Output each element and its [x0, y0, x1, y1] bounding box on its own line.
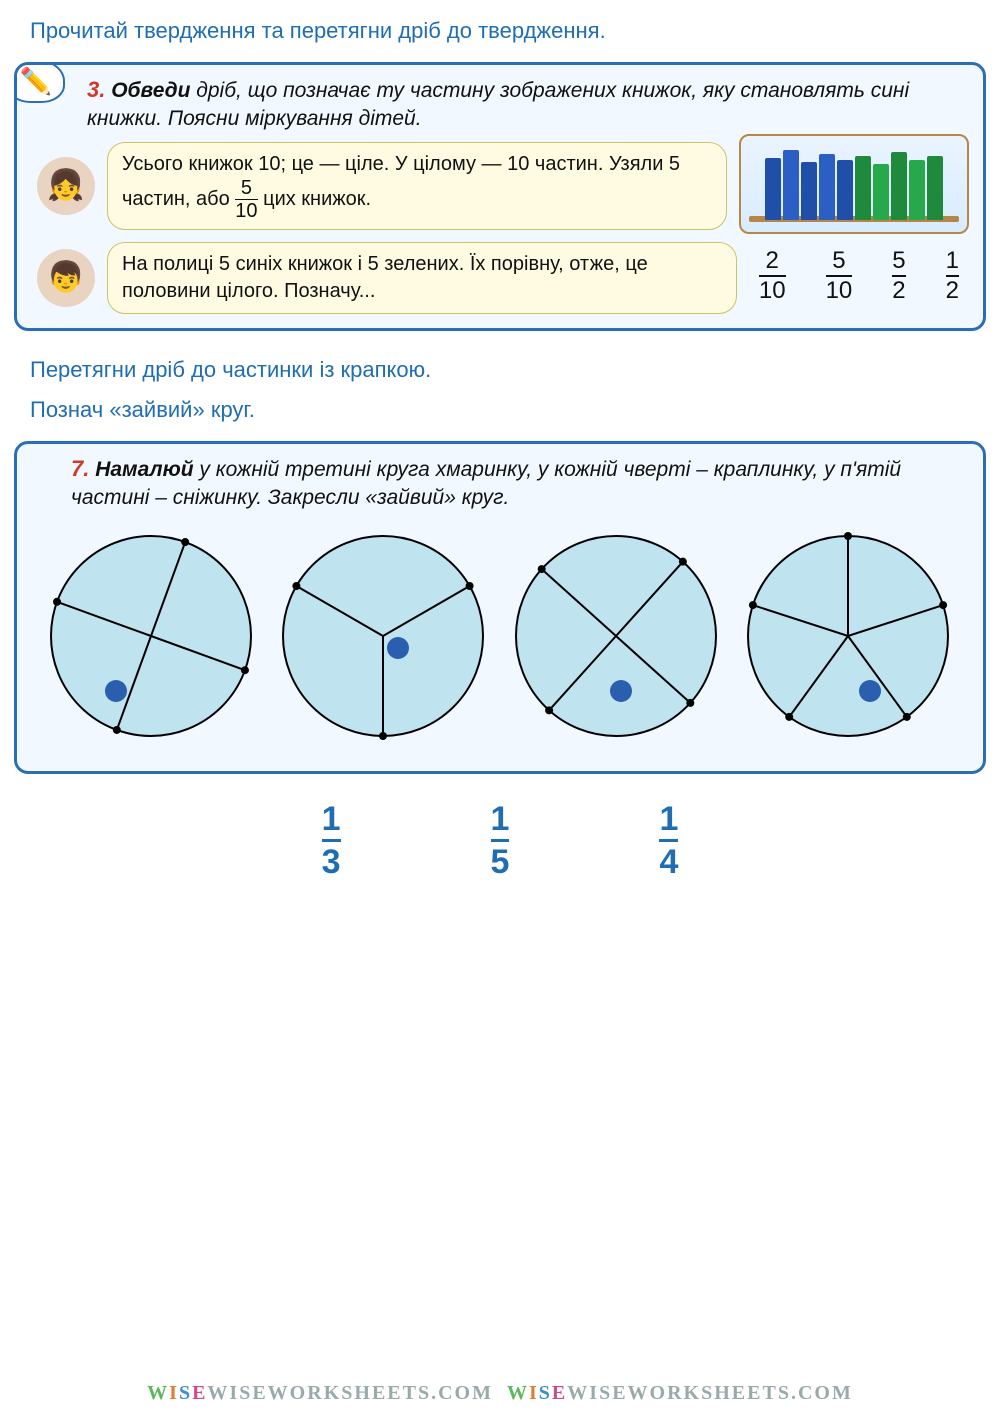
task7-lead: Намалюй	[89, 458, 193, 481]
watermark: WISEWISEWORKSHEETS.COM WISEWISEWORKSHEET…	[0, 1382, 1000, 1405]
task7-prompt: 7. Намалюй у кожній третині круга хмарин…	[31, 454, 969, 513]
task3-rest: дріб, що позначає ту частину зображених …	[87, 79, 909, 130]
instruction-3: Познач «зайвий» круг.	[0, 393, 1000, 433]
task3-lead: Обведи	[105, 79, 190, 102]
task3-box: ✏️ 3. Обведи дріб, що позначає ту частин…	[14, 62, 986, 331]
task7-box: 7. Намалюй у кожній третині круга хмарин…	[14, 441, 986, 775]
circle-diagram[interactable]	[271, 524, 496, 749]
task7-rest: у кожній третині круга хмаринку, у кожні…	[71, 458, 901, 509]
fraction-option[interactable]: 210	[759, 249, 786, 303]
draggable-fractions-row: 13 15 14	[0, 802, 1000, 879]
book	[891, 152, 907, 220]
avatar-girl: 👧	[37, 157, 95, 215]
circle-diagram[interactable]	[504, 524, 729, 749]
book	[873, 164, 889, 220]
book	[783, 150, 799, 220]
instruction-1: Прочитай твердження та перетягни дріб до…	[0, 0, 1000, 54]
bubble1-fraction-den: 10	[235, 201, 257, 221]
task3-prompt: 3. Обведи дріб, що позначає ту частину з…	[31, 75, 969, 134]
books-illustration	[739, 134, 969, 234]
fraction-option[interactable]: 52	[892, 249, 905, 303]
book	[927, 156, 943, 220]
marker-dot[interactable]	[610, 680, 632, 702]
circle-diagram[interactable]	[736, 524, 961, 749]
book	[909, 160, 925, 220]
marker-dot[interactable]	[105, 680, 127, 702]
instruction-2: Перетягни дріб до частинки із крапкою.	[0, 339, 1000, 393]
bubble-2[interactable]: На полиці 5 синіх книжок і 5 зелених. Їх…	[107, 242, 737, 314]
bubble1-text-a: Усього книжок 10; це — ціле. У цілому — …	[122, 153, 680, 210]
book	[801, 162, 817, 220]
pencil-icon: ✏️	[14, 62, 65, 103]
book	[855, 156, 871, 220]
task3-number: 3.	[87, 77, 105, 102]
marker-dot[interactable]	[387, 637, 409, 659]
book	[837, 160, 853, 220]
fraction-option[interactable]: 510	[826, 249, 853, 303]
bubble1-text-b: цих книжок.	[263, 187, 371, 209]
avatar-boy: 👦	[37, 249, 95, 307]
bubble1-fraction: 5 10	[235, 178, 257, 221]
draggable-fraction[interactable]: 13	[322, 802, 341, 879]
circles-row	[31, 512, 969, 757]
book	[819, 154, 835, 220]
bubble1-fraction-num: 5	[241, 178, 252, 198]
speech-row-2: 👦 На полиці 5 синіх книжок і 5 зелених. …	[31, 242, 737, 314]
fraction-option[interactable]: 12	[946, 249, 959, 303]
task7-number: 7.	[71, 456, 89, 481]
circle-diagram[interactable]	[39, 524, 264, 749]
marker-dot[interactable]	[859, 680, 881, 702]
bubble-1[interactable]: Усього книжок 10; це — ціле. У цілому — …	[107, 142, 727, 230]
books-row	[764, 150, 944, 220]
draggable-fraction[interactable]: 14	[659, 802, 678, 879]
book	[765, 158, 781, 220]
fraction-options-row: 210 510 52 12	[749, 243, 969, 305]
speech-row-1: 👧 Усього книжок 10; це — ціле. У цілому …	[31, 142, 727, 230]
draggable-fraction[interactable]: 15	[491, 802, 510, 879]
